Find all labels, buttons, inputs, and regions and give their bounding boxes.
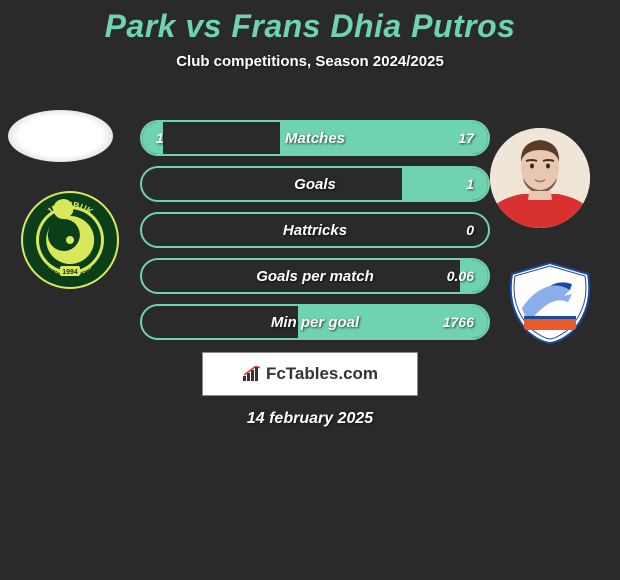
jeonbuk-badge-icon: JEONBUK HYUNDAI MOTORS 1994 (20, 190, 120, 290)
stat-value-right: 0 (466, 214, 474, 246)
stat-value-right: 0.06 (447, 260, 474, 292)
player-right-icon (490, 128, 590, 228)
date-label: 14 february 2025 (0, 410, 620, 428)
stat-label: Min per goal (142, 306, 488, 338)
stat-label: Goals per match (142, 260, 488, 292)
stats-area: 1Matches17Goals1Hattricks0Goals per matc… (140, 120, 490, 350)
stat-value-right: 1766 (443, 306, 474, 338)
stat-label: Goals (142, 168, 488, 200)
club-right-badge (500, 260, 600, 345)
suwon-badge-icon (500, 260, 600, 345)
stat-label: Matches (142, 122, 488, 154)
stat-label: Hattricks (142, 214, 488, 246)
stat-row: Goals1 (140, 166, 490, 202)
player-left-avatar (8, 110, 113, 162)
stat-value-right: 1 (466, 168, 474, 200)
subtitle: Club competitions, Season 2024/2025 (0, 53, 620, 70)
stat-row: Hattricks0 (140, 212, 490, 248)
page-title: Park vs Frans Dhia Putros (0, 0, 620, 45)
stat-value-right: 17 (458, 122, 474, 154)
chart-icon (242, 366, 262, 382)
stat-row: Min per goal1766 (140, 304, 490, 340)
stat-row: 1Matches17 (140, 120, 490, 156)
club-left-badge: JEONBUK HYUNDAI MOTORS 1994 (20, 190, 120, 290)
club-left-year: 1994 (62, 269, 78, 276)
comparison-card: Park vs Frans Dhia Putros Club competiti… (0, 0, 620, 580)
branding-box[interactable]: FcTables.com (202, 352, 418, 396)
stat-row: Goals per match0.06 (140, 258, 490, 294)
branding-text: FcTables.com (266, 364, 378, 384)
player-right-avatar (490, 128, 590, 228)
